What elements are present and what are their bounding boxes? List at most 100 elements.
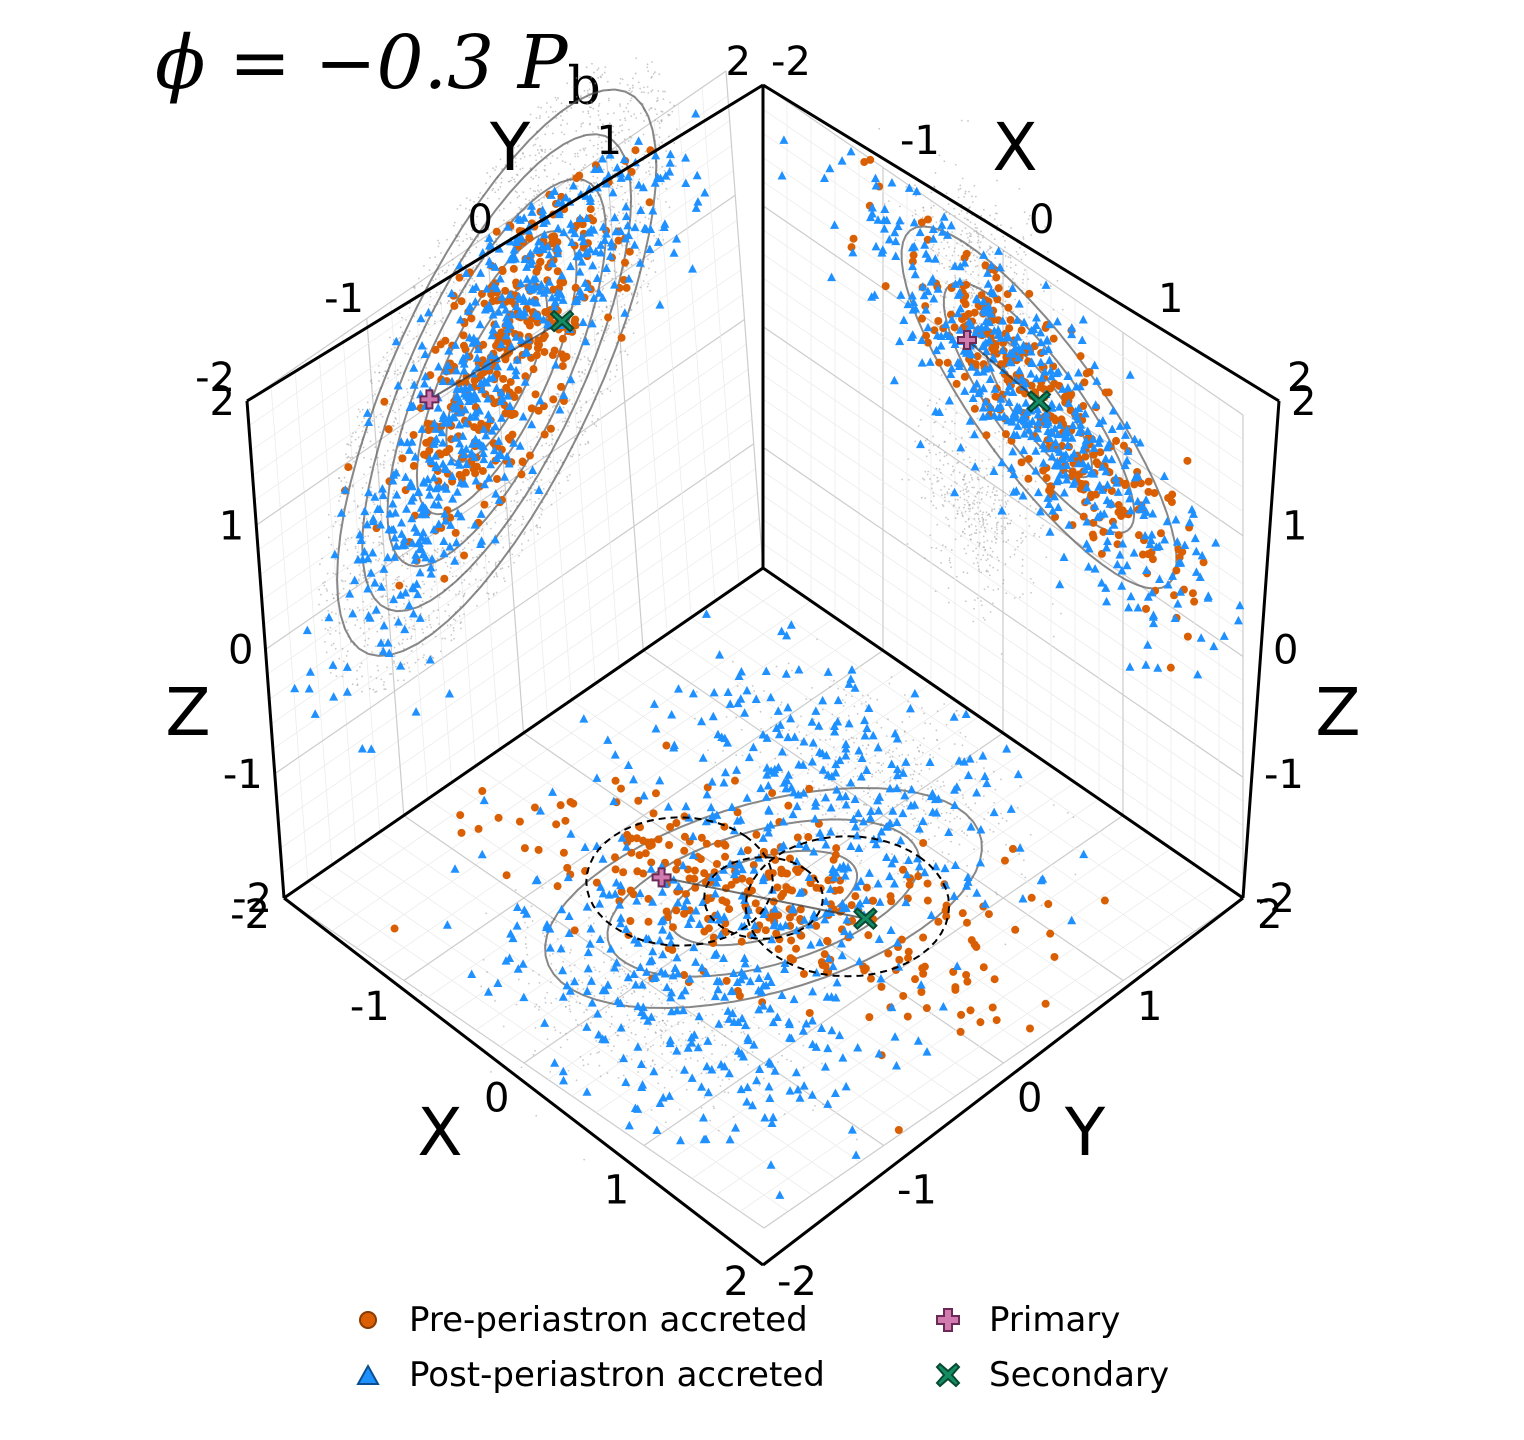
gas-particle (983, 818, 986, 820)
gas-particle (580, 894, 582, 897)
gas-particle (541, 444, 543, 447)
gas-particle (961, 514, 964, 517)
post-periastron-point (390, 508, 400, 517)
post-periastron-point (391, 336, 401, 346)
gas-particle (939, 471, 942, 474)
gas-particle (455, 593, 457, 596)
gas-particle (555, 921, 557, 924)
gas-particle (396, 422, 399, 425)
gas-particle (768, 947, 771, 950)
gas-particle (363, 619, 365, 622)
gas-particle (1023, 364, 1026, 367)
gas-particle (638, 249, 641, 251)
pre-periastron-point (589, 216, 598, 225)
gas-particle (944, 296, 947, 299)
gas-particle (343, 476, 346, 479)
gas-particle (595, 181, 598, 184)
gas-particle (379, 463, 382, 465)
gas-particle (570, 107, 573, 109)
gas-particle (544, 133, 547, 136)
gas-particle (944, 493, 946, 496)
gas-particle (571, 403, 574, 405)
gas-particle (374, 691, 376, 693)
gas-particle (632, 86, 634, 89)
gas-particle (1005, 843, 1007, 846)
gas-particle (675, 128, 678, 131)
gas-particle (969, 461, 971, 464)
gas-particle (623, 970, 626, 973)
gas-particle (538, 982, 541, 984)
pre-periastron-point (917, 218, 926, 227)
gas-particle (587, 339, 590, 342)
gas-particle (356, 606, 359, 609)
gas-particle (404, 619, 407, 622)
gas-particle (819, 793, 822, 796)
gas-particle (587, 925, 590, 927)
gas-particle (469, 238, 472, 241)
gas-particle (660, 119, 663, 121)
pre-periastron-point (991, 340, 1000, 349)
gas-particle (571, 455, 574, 458)
gas-particle (620, 986, 623, 989)
gas-particle (475, 604, 478, 607)
gas-particle (908, 715, 911, 718)
gas-particle (1052, 308, 1055, 311)
gas-particle (976, 476, 979, 479)
gas-particle (654, 119, 657, 122)
gas-particle (606, 80, 609, 83)
gas-particle (1016, 806, 1019, 809)
pre-periastron-point (923, 896, 932, 905)
gas-particle (517, 468, 520, 471)
gas-particle (578, 375, 581, 378)
gas-particle (1004, 246, 1006, 249)
gas-particle (934, 421, 937, 423)
gas-particle (826, 829, 829, 832)
gas-particle (662, 90, 664, 93)
gas-particle (901, 765, 903, 768)
pre-periastron-point (1199, 558, 1208, 567)
post-periastron-point (370, 578, 380, 587)
pre-periastron-point (745, 877, 754, 886)
gas-particle (334, 558, 337, 561)
gas-particle (1017, 500, 1020, 503)
gas-particle (611, 148, 614, 150)
gas-particle (961, 794, 964, 797)
gas-particle (943, 441, 946, 443)
post-periastron-point (534, 485, 544, 494)
gas-particle (582, 166, 585, 169)
gas-particle (495, 243, 498, 246)
gas-particle (949, 265, 952, 268)
gas-particle (901, 804, 904, 806)
pre-periastron-point (1150, 489, 1159, 498)
gas-particle (929, 722, 932, 725)
gas-particle (515, 140, 517, 143)
gas-particle (597, 114, 600, 117)
pre-periastron-point (557, 382, 566, 391)
gas-particle (785, 1058, 788, 1061)
gas-particle (391, 582, 394, 585)
gas-particle (781, 1054, 783, 1057)
xy-gridline (642, 650, 1124, 981)
gas-particle (568, 1008, 571, 1011)
gas-particle (544, 164, 546, 167)
gas-particle (928, 449, 930, 452)
gas-particle (549, 954, 551, 957)
gas-particle (486, 592, 488, 595)
gas-particle (932, 435, 934, 438)
gas-particle (981, 459, 984, 462)
gas-particle (987, 585, 989, 588)
gas-particle (583, 89, 586, 92)
gas-particle (516, 191, 518, 194)
gas-particle (364, 535, 367, 538)
gas-particle (967, 430, 970, 433)
gas-particle (530, 905, 533, 908)
pre-periastron-point (457, 297, 466, 306)
gas-particle (928, 838, 930, 841)
gas-particle (699, 1044, 702, 1047)
gas-particle (626, 987, 628, 990)
gas-particle (630, 136, 633, 139)
gas-particle (975, 528, 978, 531)
gas-particle (580, 125, 583, 128)
gas-particle (361, 487, 364, 489)
pre-periastron-point (1097, 549, 1106, 558)
